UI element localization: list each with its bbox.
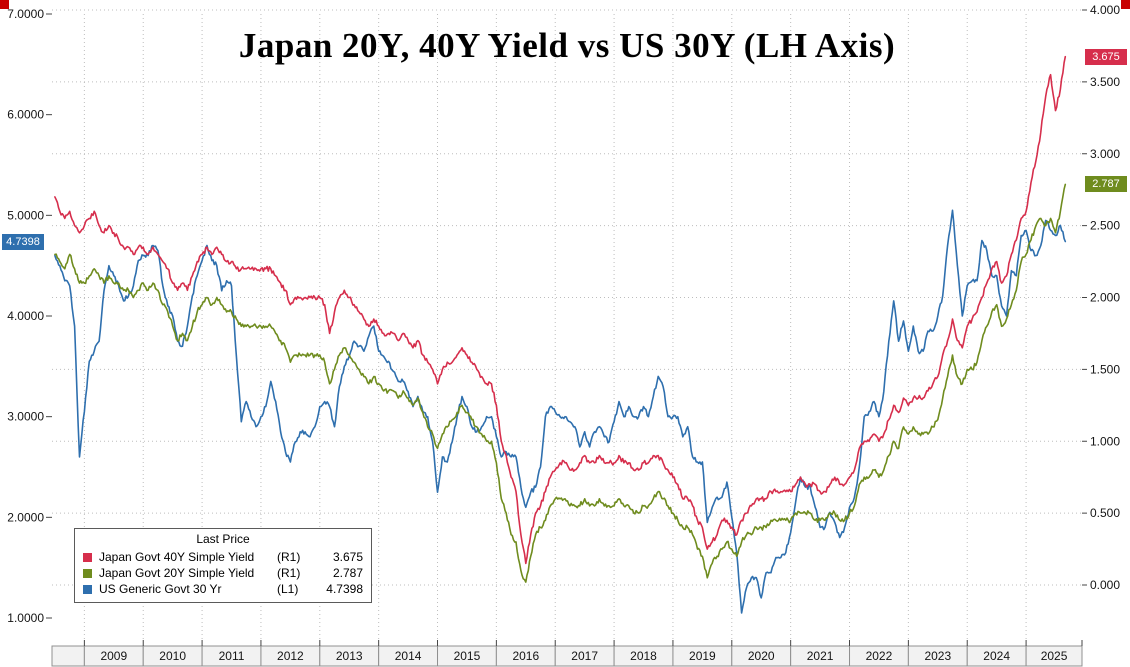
legend-title: Last Price [196, 532, 250, 546]
series-line-japan-govt-40y-simple-yield [54, 55, 1067, 565]
x-axis-year-label: 2009 [100, 649, 127, 663]
legend-axis-tag: (R1) [277, 550, 301, 564]
series-swatch-icon [83, 552, 92, 562]
left-axis-tick-label: 1.0000 [7, 611, 44, 625]
x-axis-year-label: 2011 [219, 649, 245, 663]
x-axis-year-label: 2020 [748, 649, 775, 663]
legend-item-us-30y[interactable]: US Generic Govt 30 Yr (L1) 4.7398 [83, 581, 363, 597]
right-axis-tick-label: 0.500 [1090, 506, 1120, 520]
legend-value: 4.7398 [326, 582, 363, 596]
right-axis-tick-label: 1.000 [1090, 434, 1120, 448]
x-axis-year-label: 2013 [336, 649, 363, 663]
legend-label: Japan Govt 20Y Simple Yield [99, 566, 255, 580]
x-axis-year-label: 2024 [983, 649, 1010, 663]
x-axis-year-label: 2016 [512, 649, 539, 663]
x-axis-year-label: 2019 [689, 649, 716, 663]
corner-mark-icon [0, 0, 9, 9]
left-axis-tick-label: 4.0000 [7, 309, 44, 323]
left-axis-tick-label: 2.0000 [7, 510, 44, 524]
legend-item-japan-40y[interactable]: Japan Govt 40Y Simple Yield (R1) 3.675 [83, 549, 363, 565]
x-axis-year-label: 2023 [924, 649, 951, 663]
right-axis-tick-label: 1.500 [1090, 362, 1120, 376]
x-axis-year-label: 2010 [159, 649, 186, 663]
x-axis-band-cell [51, 645, 85, 667]
series-line-us-generic-govt-30-yr [54, 209, 1067, 614]
right-axis-tick-label: 2.500 [1090, 219, 1120, 233]
left-axis-tick-label: 7.0000 [7, 7, 44, 21]
x-axis-year-label: 2014 [395, 649, 422, 663]
right-axis-badge-40y: 3.675 [1085, 48, 1127, 65]
legend-axis-tag: (L1) [277, 582, 299, 596]
corner-mark-icon [1121, 0, 1130, 9]
legend-value: 2.787 [332, 566, 363, 580]
legend-value: 3.675 [332, 550, 363, 564]
right-axis-tick-label: 3.500 [1090, 75, 1120, 89]
legend-item-japan-20y[interactable]: Japan Govt 20Y Simple Yield (R1) 2.787 [83, 565, 363, 581]
left-axis-badge: 4.7398 [2, 233, 44, 250]
x-axis-band-cell [1025, 645, 1083, 667]
left-axis-tick-label: 3.0000 [7, 410, 44, 424]
legend[interactable]: Last Price Japan Govt 40Y Simple Yield (… [74, 528, 372, 603]
x-axis-year-label: 2015 [454, 649, 481, 663]
x-axis-year-label: 2021 [807, 649, 834, 663]
series-line-japan-govt-20y-simple-yield [54, 183, 1067, 583]
x-axis-year-label: 2012 [277, 649, 304, 663]
series-swatch-icon [83, 584, 92, 594]
x-axis-year-label: 2022 [866, 649, 893, 663]
right-axis-tick-label: 2.000 [1090, 291, 1120, 305]
legend-label: Japan Govt 40Y Simple Yield [99, 550, 255, 564]
series-swatch-icon [83, 568, 92, 578]
right-axis-tick-label: 3.000 [1090, 147, 1120, 161]
x-axis-year-label: 2017 [571, 649, 598, 663]
left-axis-tick-label: 5.0000 [7, 208, 44, 222]
right-axis-badge-20y: 2.787 [1085, 176, 1127, 193]
left-axis-tick-label: 6.0000 [7, 108, 44, 122]
right-axis-tick-label: 4.000 [1090, 3, 1120, 17]
legend-axis-tag: (R1) [277, 566, 301, 580]
right-axis-tick-label: 0.000 [1090, 578, 1120, 592]
legend-label: US Generic Govt 30 Yr [99, 582, 222, 596]
x-axis-year-label: 2025 [1041, 649, 1068, 663]
x-axis-year-label: 2018 [630, 649, 657, 663]
